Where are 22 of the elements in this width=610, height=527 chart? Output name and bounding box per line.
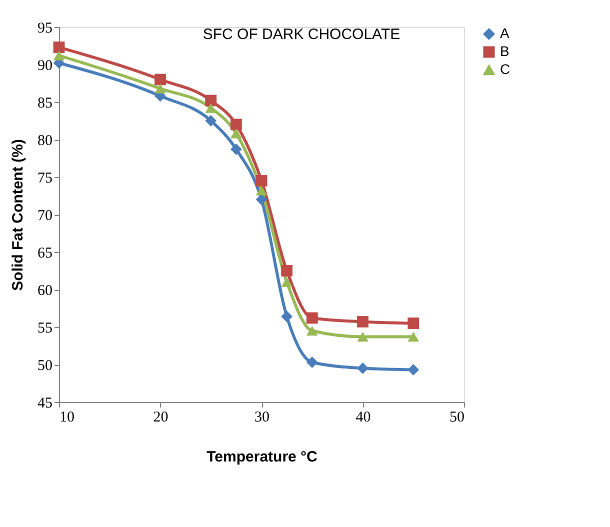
y-tick-label: 55 — [38, 320, 52, 336]
legend-label: C — [500, 61, 510, 77]
y-tick-label: 70 — [38, 208, 52, 224]
legend-label: A — [500, 25, 510, 41]
chart-title: SFC OF DARK CHOCOLATE — [202, 26, 400, 43]
y-tick-label: 85 — [38, 96, 52, 112]
y-tick-label: 90 — [38, 58, 52, 74]
y-axis-title: Solid Fat Content (%) — [10, 139, 26, 291]
x-tick-label: 40 — [356, 410, 371, 426]
y-tick-label: 60 — [38, 283, 52, 299]
x-tick-label: 10 — [60, 410, 74, 426]
y-tick-label: 95 — [38, 20, 52, 36]
x-tick-label: 30 — [254, 410, 270, 426]
x-tick-label: 20 — [153, 410, 168, 426]
y-tick-label: 65 — [38, 246, 52, 262]
y-tick-label: 80 — [38, 133, 52, 149]
x-tick-label: 50 — [450, 410, 464, 426]
y-tick-label: 45 — [38, 396, 52, 412]
x-axis-title: Temperature °C — [206, 448, 318, 466]
y-tick-label: 75 — [38, 170, 52, 186]
y-tick-label: 50 — [38, 358, 52, 374]
legend-label: B — [500, 43, 510, 59]
